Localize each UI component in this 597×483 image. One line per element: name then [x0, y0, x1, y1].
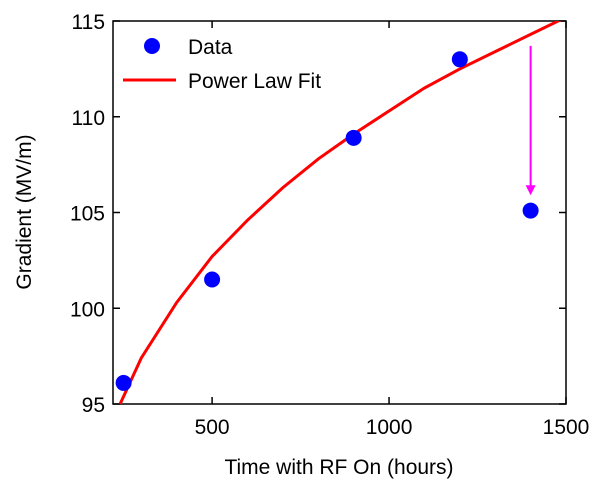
x-axis-ticks: 500 1000 1500	[195, 21, 590, 439]
legend: Data Power Law Fit	[123, 36, 321, 93]
y-tick-label: 110	[72, 107, 105, 130]
y-tick-label: 95	[82, 394, 105, 417]
x-tick-label: 500	[195, 416, 230, 439]
y-axis-label: Gradient (MV/m)	[13, 134, 36, 289]
fit-layer	[118, 21, 562, 404]
data-point	[204, 271, 221, 288]
y-tick-label: 100	[70, 298, 105, 321]
y-tick-label: 115	[72, 11, 105, 34]
y-tick-label: 105	[70, 203, 105, 226]
power-law-fit-line	[118, 21, 562, 404]
x-tick-label: 1000	[366, 416, 413, 439]
y-axis-ticks: 95 100 105 110 115	[70, 11, 566, 417]
data-point	[115, 374, 132, 391]
points-layer	[115, 51, 539, 391]
legend-data-marker	[144, 38, 160, 54]
x-tick-label: 1500	[543, 416, 590, 439]
data-point	[522, 202, 539, 219]
data-point	[345, 129, 362, 146]
annotation-arrow-head	[525, 185, 536, 196]
plot-area	[112, 20, 567, 405]
data-point	[451, 51, 468, 68]
annotation-layer	[525, 45, 536, 196]
legend-label-data: Data	[188, 36, 233, 59]
x-axis-label: Time with RF On (hours)	[224, 456, 453, 479]
legend-label-fit: Power Law Fit	[188, 70, 321, 93]
